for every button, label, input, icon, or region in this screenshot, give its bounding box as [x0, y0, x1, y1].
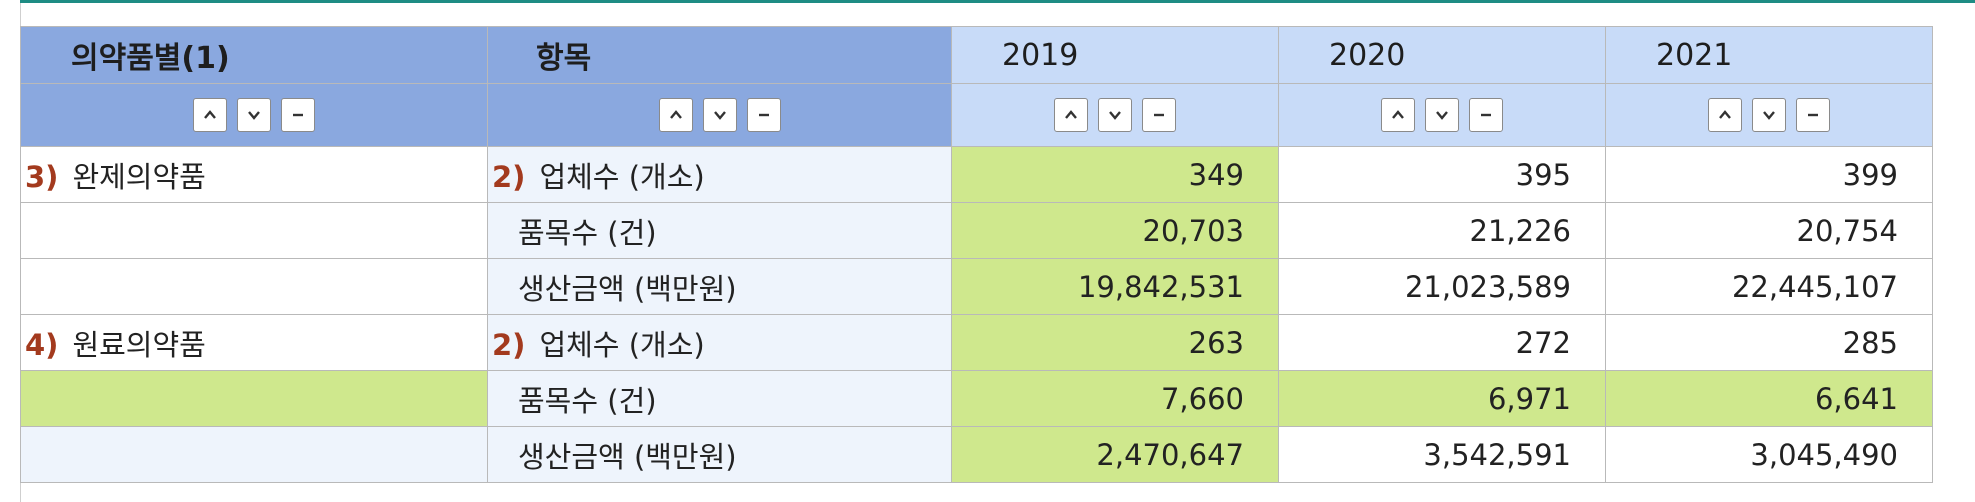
item-number: 2) [492, 327, 526, 362]
value-cell: 263 [951, 314, 1279, 371]
group-label: 3) 완제의약품 [20, 146, 488, 203]
move-down-button[interactable] [1425, 98, 1459, 132]
move-up-button[interactable] [658, 98, 693, 132]
minus-icon [1154, 113, 1164, 117]
chevron-up-icon [1392, 110, 1404, 119]
value-cell: 21,023,589 [1278, 258, 1606, 315]
minus-icon [1808, 113, 1818, 117]
table-row: 생산금액 (백만원) 19,842,531 21,023,589 22,445,… [20, 258, 1933, 315]
chevron-up-icon [1719, 110, 1731, 119]
sort-controls-item [487, 83, 952, 147]
sort-controls-medicine [20, 83, 488, 147]
remove-button[interactable] [1142, 98, 1176, 132]
minus-icon [758, 113, 769, 117]
chevron-down-icon [1763, 111, 1775, 120]
value-cell: 21,226 [1278, 202, 1606, 259]
move-up-button[interactable] [1381, 98, 1415, 132]
remove-button[interactable] [1469, 98, 1503, 132]
group-name: 완제의약품 [72, 159, 206, 194]
group-number: 3) [25, 159, 59, 194]
value-cell: 19,842,531 [951, 258, 1279, 315]
chevron-down-icon [1436, 111, 1448, 120]
move-down-button[interactable] [702, 98, 737, 132]
item-label: 2) 업체수 (개소) [487, 146, 952, 203]
move-down-button[interactable] [237, 98, 271, 132]
table-row-highlighted: 품목수 (건) 7,660 6,971 6,641 [20, 370, 1933, 427]
item-label: 품목수 (건) [487, 370, 952, 427]
group-name: 원료의약품 [72, 327, 206, 362]
move-up-button[interactable] [1708, 98, 1742, 132]
item-label: 2) 업체수 (개소) [487, 314, 952, 371]
move-up-button[interactable] [1054, 98, 1088, 132]
column-header-2019: 2019 [951, 26, 1279, 84]
remove-button[interactable] [281, 98, 315, 132]
value-cell: 399 [1605, 146, 1933, 203]
group-label: 4) 원료의약품 [20, 314, 488, 371]
remove-button[interactable] [1796, 98, 1830, 132]
chevron-up-icon [1065, 110, 1077, 119]
value-cell: 6,641 [1605, 370, 1933, 427]
item-name: 업체수 (개소) [539, 327, 705, 362]
column-header-2020: 2020 [1278, 26, 1606, 84]
sort-controls-2021 [1605, 83, 1933, 147]
item-number: 2) [492, 159, 526, 194]
sort-controls-2019 [951, 83, 1279, 147]
value-cell: 7,660 [951, 370, 1279, 427]
table-row: 품목수 (건) 20,703 21,226 20,754 [20, 202, 1933, 259]
column-header-item: 항목 [487, 26, 952, 84]
value-cell: 2,470,647 [951, 426, 1279, 483]
group-label-empty [20, 258, 488, 315]
column-header-2021: 2021 [1605, 26, 1933, 84]
sort-controls-2020 [1278, 83, 1606, 147]
move-down-button[interactable] [1752, 98, 1786, 132]
group-number: 4) [25, 327, 59, 362]
chevron-up-icon [669, 110, 682, 119]
table-row: 3) 완제의약품 2) 업체수 (개소) 349 395 399 [20, 146, 1933, 203]
value-cell: 285 [1605, 314, 1933, 371]
sort-control-row [20, 83, 1933, 147]
chevron-up-icon [204, 110, 216, 119]
value-cell: 349 [951, 146, 1279, 203]
chevron-down-icon [248, 111, 260, 120]
chevron-down-icon [1109, 111, 1121, 120]
group-label-empty [20, 202, 488, 259]
value-cell: 20,754 [1605, 202, 1933, 259]
table-row: 4) 원료의약품 2) 업체수 (개소) 263 272 285 [20, 314, 1933, 371]
value-cell: 6,971 [1278, 370, 1606, 427]
data-table: 의약품별(1) 항목 2019 2020 2021 3) 완제의약품 2) 업체수 … [20, 26, 1933, 483]
header-row: 의약품별(1) 항목 2019 2020 2021 [20, 26, 1933, 84]
chevron-down-icon [713, 111, 726, 120]
top-accent-line [20, 0, 1975, 3]
value-cell: 3,542,591 [1278, 426, 1606, 483]
group-label-empty [20, 370, 488, 427]
value-cell: 20,703 [951, 202, 1279, 259]
table-row: 생산금액 (백만원) 2,470,647 3,542,591 3,045,490 [20, 426, 1933, 483]
value-cell: 272 [1278, 314, 1606, 371]
move-down-button[interactable] [1098, 98, 1132, 132]
item-name: 업체수 (개소) [539, 159, 705, 194]
value-cell: 395 [1278, 146, 1606, 203]
item-label: 생산금액 (백만원) [487, 426, 952, 483]
move-up-button[interactable] [193, 98, 227, 132]
item-label: 품목수 (건) [487, 202, 952, 259]
value-cell: 3,045,490 [1605, 426, 1933, 483]
minus-icon [1481, 113, 1491, 117]
minus-icon [293, 113, 303, 117]
value-cell: 22,445,107 [1605, 258, 1933, 315]
group-label-empty [20, 426, 488, 483]
remove-button[interactable] [746, 98, 781, 132]
item-label: 생산금액 (백만원) [487, 258, 952, 315]
column-header-medicine: 의약품별(1) [20, 26, 488, 84]
